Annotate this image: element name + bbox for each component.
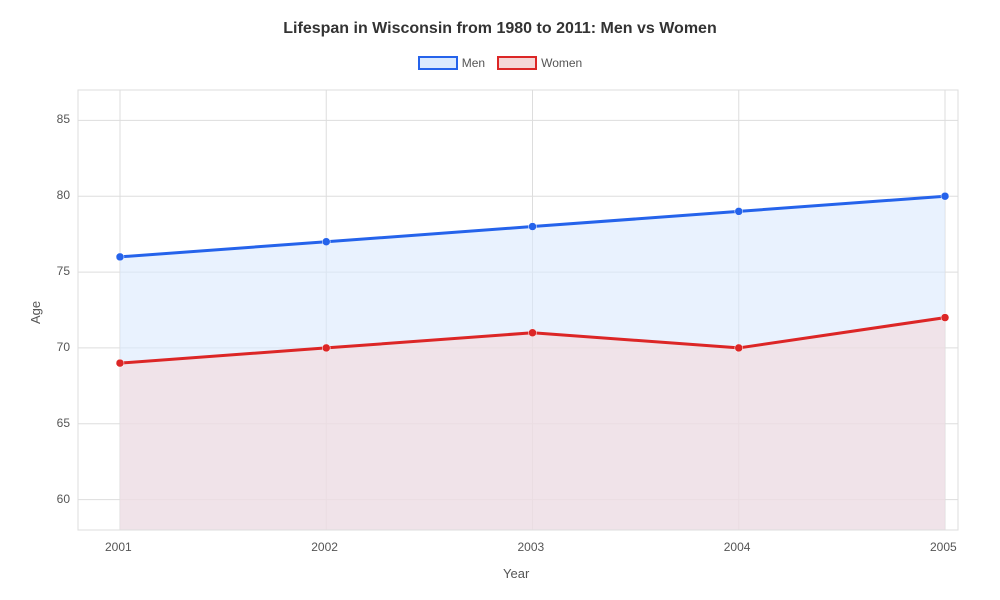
y-tick-label: 85 xyxy=(57,112,70,126)
y-tick-label: 65 xyxy=(57,416,70,430)
y-axis-label: Age xyxy=(28,301,43,324)
x-tick-label: 2004 xyxy=(724,540,751,554)
x-axis-label: Year xyxy=(503,566,529,581)
x-tick-label: 2005 xyxy=(930,540,957,554)
y-tick-label: 75 xyxy=(57,264,70,278)
x-tick-label: 2001 xyxy=(105,540,132,554)
chart-plot xyxy=(0,0,1000,600)
chart-container: Lifespan in Wisconsin from 1980 to 2011:… xyxy=(0,0,1000,600)
x-tick-label: 2003 xyxy=(518,540,545,554)
y-tick-label: 60 xyxy=(57,492,70,506)
x-tick-label: 2002 xyxy=(311,540,338,554)
area-fills xyxy=(120,196,945,530)
y-tick-label: 80 xyxy=(57,188,70,202)
y-tick-label: 70 xyxy=(57,340,70,354)
